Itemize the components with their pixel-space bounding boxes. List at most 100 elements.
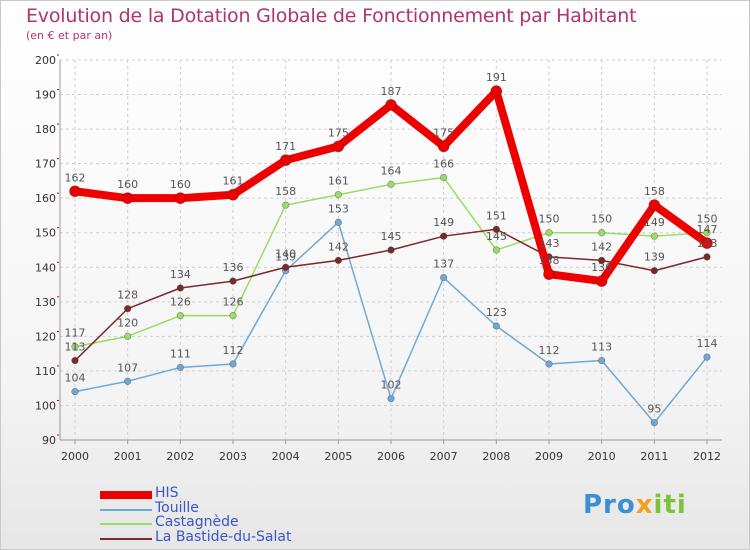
data-label-touille: 123 [486, 306, 507, 319]
data-point-touille [545, 360, 553, 368]
x-tick-label: 2001 [114, 450, 142, 463]
data-point-castagnede [598, 229, 606, 237]
data-label-castagnede: 117 [65, 327, 86, 340]
data-point-la-bastide-du-salat [387, 246, 395, 254]
logo-part-2: x [635, 490, 654, 520]
x-tick-label: 2010 [588, 450, 616, 463]
data-point-his [121, 192, 134, 204]
data-point-his [385, 99, 397, 111]
data-label-castagnede: 149 [644, 216, 665, 229]
y-tick-label: 190 [35, 89, 56, 102]
legend-label: La Bastide-du-Salat [155, 528, 292, 545]
x-tick-label: 2007 [430, 450, 458, 463]
data-point-his [69, 185, 81, 198]
x-tick-label: 2011 [640, 450, 668, 463]
data-point-his [174, 192, 187, 204]
logo-part-3: iti [653, 490, 687, 520]
data-point-castagnede [71, 343, 79, 351]
data-label-his: 162 [65, 171, 86, 184]
data-label-his: 160 [170, 178, 191, 191]
data-label-his: 161 [223, 175, 244, 188]
x-tick-label: 2008 [482, 450, 510, 463]
logo-part-1: Pro [583, 490, 636, 520]
legend-swatch [100, 508, 152, 511]
data-point-touille [492, 322, 500, 330]
y-tick-label: 150 [35, 227, 56, 240]
y-tick-label: 180 [35, 123, 56, 136]
data-point-castagnede [440, 173, 448, 182]
data-point-touille [176, 363, 184, 372]
data-point-his [595, 275, 608, 287]
data-label-castagnede: 164 [381, 164, 402, 177]
chart-subtitle: (en € et par an) [26, 29, 113, 42]
x-tick-label: 2009 [535, 450, 563, 463]
data-label-touille: 102 [381, 379, 402, 392]
data-label-castagnede: 145 [486, 230, 507, 243]
y-tick-label: 100 [35, 399, 56, 412]
data-label-his: 175 [328, 126, 349, 139]
data-point-castagnede [176, 312, 184, 320]
data-label-touille: 111 [170, 347, 191, 360]
data-point-touille [71, 388, 79, 396]
data-point-touille [598, 356, 606, 365]
data-point-la-bastide-du-salat [492, 225, 500, 233]
x-tick-label: 2005 [324, 450, 352, 463]
data-label-touille: 139 [275, 251, 296, 264]
data-label-la-bastide-du-salat: 149 [433, 216, 454, 229]
data-point-his [490, 85, 503, 97]
data-point-la-bastide-du-salat [598, 256, 606, 264]
data-point-la-bastide-du-salat [71, 356, 79, 365]
data-point-la-bastide-du-salat [650, 267, 658, 275]
data-point-la-bastide-du-salat [176, 284, 184, 292]
x-tick-label: 2002 [166, 450, 194, 463]
data-label-la-bastide-du-salat: 140 [275, 247, 296, 260]
data-point-la-bastide-du-salat [124, 305, 132, 313]
legend-label: HIS [155, 485, 179, 501]
data-point-his [648, 199, 661, 211]
data-point-castagnede [124, 332, 132, 340]
x-tick-label: 2006 [377, 450, 405, 463]
data-point-la-bastide-du-salat [282, 263, 290, 271]
data-label-touille: 137 [433, 258, 454, 271]
data-point-his [279, 154, 292, 166]
data-label-touille: 153 [328, 202, 349, 215]
proxiti-logo: Proxiti [583, 490, 687, 520]
data-point-la-bastide-du-salat [703, 253, 711, 261]
data-label-la-bastide-du-salat: 151 [486, 209, 507, 222]
x-tick-label: 2004 [272, 450, 300, 463]
data-point-castagnede [492, 246, 500, 254]
data-point-castagnede [545, 229, 553, 237]
data-label-touille: 95 [647, 403, 661, 416]
data-point-touille [440, 274, 448, 282]
data-label-castagnede: 166 [433, 157, 454, 170]
data-label-la-bastide-du-salat: 136 [223, 261, 244, 274]
data-label-his: 136 [591, 261, 612, 274]
data-point-la-bastide-du-salat [334, 256, 342, 264]
data-label-his: 160 [117, 178, 138, 191]
data-label-castagnede: 150 [591, 213, 612, 226]
legend-swatch [100, 491, 152, 499]
data-label-la-bastide-du-salat: 143 [697, 237, 718, 250]
data-label-la-bastide-du-salat: 143 [539, 237, 560, 250]
data-point-his [543, 268, 555, 280]
data-label-his: 147 [697, 223, 718, 236]
data-label-castagnede: 126 [223, 296, 244, 309]
data-point-castagnede [387, 180, 395, 188]
data-point-touille [650, 419, 658, 427]
data-point-la-bastide-du-salat [229, 277, 237, 285]
data-label-la-bastide-du-salat: 142 [591, 240, 612, 253]
y-tick-label: 170 [35, 158, 56, 171]
data-point-his [437, 140, 450, 153]
data-label-touille: 112 [539, 344, 560, 357]
data-point-castagnede [650, 232, 658, 240]
data-label-his: 138 [539, 254, 560, 267]
series-lines [69, 85, 713, 427]
data-point-his [227, 188, 239, 201]
chart-title: Evolution de la Dotation Globale de Fonc… [26, 5, 637, 27]
data-point-his [701, 237, 713, 249]
data-label-castagnede: 161 [328, 175, 349, 188]
data-label-his: 175 [433, 126, 454, 139]
data-label-his: 187 [381, 85, 402, 98]
